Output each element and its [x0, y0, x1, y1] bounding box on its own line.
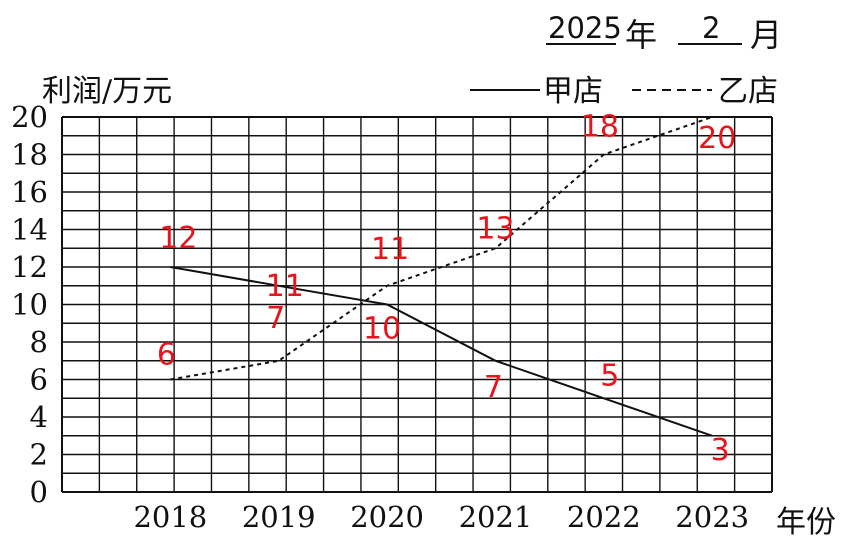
x-tick-label: 2022 — [567, 500, 641, 534]
y-tick-label: 10 — [11, 288, 48, 322]
month-label: 月 — [750, 16, 782, 54]
x-tick-label: 2019 — [242, 500, 316, 534]
y-tick-label: 14 — [11, 213, 48, 247]
y-tick-label: 8 — [30, 325, 48, 359]
value-label: 11 — [371, 232, 409, 267]
x-tick-label: 2020 — [350, 500, 424, 534]
y-tick-label: 6 — [30, 363, 48, 397]
year-value: 2025 — [548, 11, 622, 45]
value-label: 7 — [266, 301, 285, 336]
series-line-jia — [170, 266, 713, 437]
value-label: 13 — [476, 211, 514, 246]
value-label: 10 — [363, 312, 401, 347]
value-label: 3 — [711, 433, 730, 468]
value-label: 12 — [159, 221, 197, 256]
legend: 甲店 乙店 — [470, 74, 778, 109]
value-label: 6 — [157, 338, 176, 373]
y-tick-label: 18 — [11, 138, 48, 172]
y-tick-label: 12 — [11, 250, 48, 284]
series-lines — [170, 116, 713, 437]
x-tick-label: 2023 — [675, 500, 749, 534]
x-tick-label: 2018 — [133, 500, 207, 534]
legend-a-label: 甲店 — [543, 74, 603, 109]
year-label: 年 — [625, 16, 657, 54]
value-label: 7 — [484, 370, 503, 405]
x-tick-label: 2021 — [459, 500, 533, 534]
value-label: 20 — [698, 121, 736, 156]
y-tick-label: 2 — [30, 438, 48, 472]
legend-b-label: 乙店 — [718, 74, 778, 109]
y-tick-label: 20 — [11, 100, 48, 134]
grid — [61, 116, 773, 493]
value-label: 18 — [581, 110, 619, 145]
series-line-yi — [170, 116, 713, 381]
y-tick-label: 4 — [30, 400, 48, 434]
value-label: 5 — [600, 358, 619, 393]
y-tick-label: 0 — [30, 475, 48, 509]
value-label: 11 — [266, 269, 304, 304]
x-axis-label: 年份 — [776, 505, 836, 540]
x-tick-labels: 2018 2019 2020 2021 2022 2023 — [133, 500, 749, 534]
month-value: 2 — [702, 11, 720, 45]
y-axis-label: 利润/万元 — [42, 74, 172, 109]
y-tick-label: 16 — [11, 175, 48, 209]
